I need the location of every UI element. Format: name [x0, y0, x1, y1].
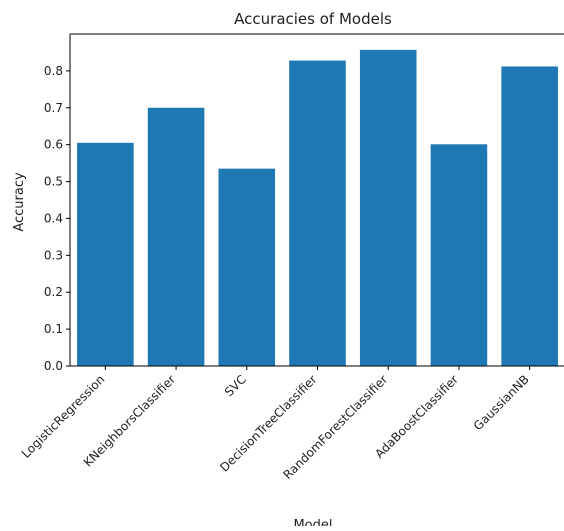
y-tick-label: 0.5: [44, 175, 63, 189]
y-tick-label: 0.6: [44, 138, 63, 152]
bar-logisticregression: [77, 142, 134, 366]
y-tick-label: 0.3: [44, 248, 63, 262]
x-axis-label: Model: [293, 518, 332, 526]
bar-svc: [218, 168, 276, 366]
x-tick-label: SVC: [222, 372, 249, 399]
y-tick-label: 0.7: [44, 101, 63, 115]
bar-gaussiannb: [501, 66, 558, 366]
chart-title: Accuracies of Models: [234, 10, 392, 28]
bar-decisiontreeclassifier: [289, 60, 346, 367]
y-tick-label: 0.4: [44, 211, 63, 225]
bar-adaboostclassifier: [430, 144, 488, 366]
plot-area: 0.00.10.20.30.40.50.60.70.8LogisticRegre…: [19, 33, 564, 482]
y-tick-label: 0.8: [44, 64, 63, 78]
y-tick-label: 0.1: [44, 322, 63, 336]
y-axis-label: Accuracy: [12, 172, 27, 232]
y-tick-label: 0.2: [44, 285, 63, 299]
x-tick-label: GaussianNB: [471, 372, 532, 433]
bar-kneighborsclassifier: [147, 107, 205, 367]
y-tick-label: 0.0: [44, 359, 63, 373]
bar-randomforestclassifier: [359, 49, 417, 367]
